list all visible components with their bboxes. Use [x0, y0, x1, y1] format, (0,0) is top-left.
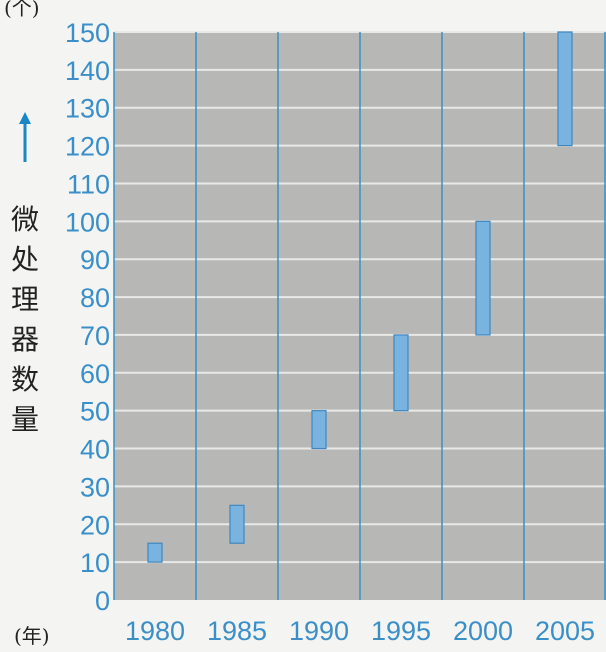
y-tick-label-110: 110: [67, 169, 110, 199]
range-bar-1985: [229, 504, 245, 544]
range-bar-1980: [147, 542, 163, 563]
y-tick-label-10: 10: [80, 548, 110, 578]
x-tick-label-1995: 1995: [371, 616, 431, 646]
y-tick-label-130: 130: [65, 94, 110, 124]
y-tick-label-60: 60: [80, 359, 110, 389]
y-tick-label-150: 150: [65, 18, 110, 48]
range-bar-2005: [557, 31, 573, 147]
x-tick-label-1980: 1980: [125, 616, 185, 646]
range-bar-1990: [311, 410, 327, 450]
y-tick-label-80: 80: [80, 283, 110, 313]
x-tick-label-2000: 2000: [453, 616, 513, 646]
y-tick-label-0: 0: [95, 586, 110, 616]
y-tick-label-90: 90: [80, 245, 110, 275]
y-tick-label-100: 100: [65, 207, 110, 237]
range-bar-1995: [393, 334, 409, 412]
y-tick-label-50: 50: [80, 397, 110, 427]
x-tick-label-1990: 1990: [289, 616, 349, 646]
x-tick-label-2005: 2005: [535, 616, 595, 646]
y-tick-label-20: 20: [80, 510, 110, 540]
y-tick-label-40: 40: [80, 435, 110, 465]
up-arrow-icon: [19, 112, 31, 162]
x-tick-label-1985: 1985: [207, 616, 267, 646]
y-tick-label-70: 70: [80, 321, 110, 351]
y-unit-label: (个): [4, 0, 40, 20]
x-unit-label: (年): [14, 624, 50, 648]
y-tick-label-30: 30: [80, 472, 110, 502]
y-tick-label-140: 140: [65, 56, 110, 86]
y-axis-title: 微处理器数量: [10, 203, 39, 436]
y-tick-label-120: 120: [65, 132, 110, 162]
range-bar-2000: [475, 220, 491, 336]
